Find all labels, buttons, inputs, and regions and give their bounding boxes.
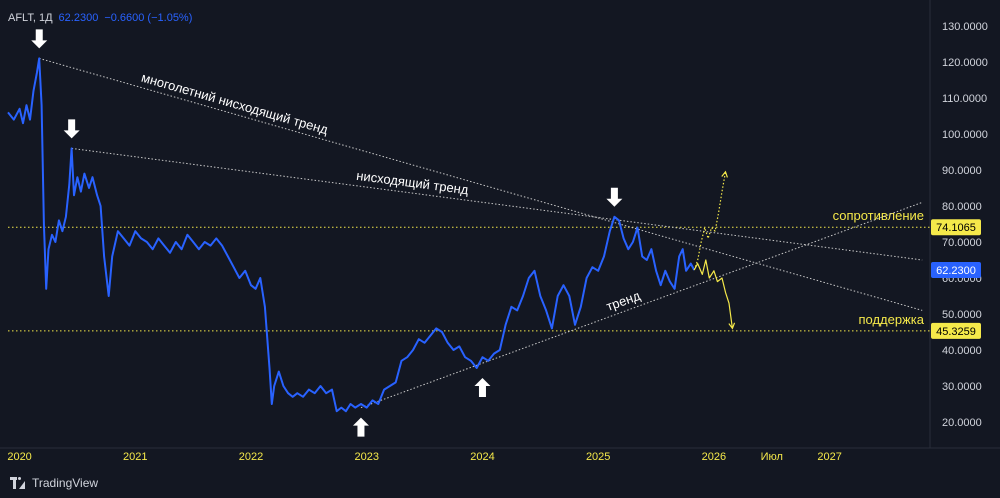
arrow-down-icon: [63, 119, 80, 139]
level-label: сопротивление: [833, 208, 924, 223]
arrow-up-icon: [352, 417, 369, 437]
y-tick-label: 40.0000: [942, 345, 982, 357]
level-label: поддержка: [858, 312, 924, 327]
trend-line: [71, 147, 923, 261]
y-tick-label: 90.0000: [942, 165, 982, 177]
arrow-down-icon: [606, 187, 623, 207]
trend-line-label: многолетний нисходящий тренд: [140, 70, 330, 138]
level-price-tag-text: 74.1065: [936, 222, 976, 234]
trend-line-label: тренд: [604, 288, 643, 314]
trend-line: [39, 57, 923, 311]
symbol-legend: AFLT, 1Д 62.2300 −0.6600 (−1.05%): [8, 12, 192, 24]
arrow-shape: [31, 29, 48, 49]
x-tick-label: 2024: [470, 451, 494, 463]
level-price-tag: [931, 322, 981, 339]
tradingview-branding[interactable]: TradingView: [10, 476, 98, 490]
x-tick-label: 2023: [354, 451, 378, 463]
y-tick-label: 80.0000: [942, 201, 982, 213]
symbol-label: AFLT, 1Д: [8, 12, 53, 24]
tradingview-brand-text: TradingView: [32, 476, 99, 490]
x-tick-label: 2026: [702, 451, 726, 463]
y-tick-label: 130.0000: [942, 21, 988, 33]
price-change-label: −0.6600 (−1.05%): [104, 12, 193, 24]
trend-line: [360, 201, 923, 409]
x-tick-label: 2025: [586, 451, 610, 463]
x-tick-label: 2021: [123, 451, 147, 463]
projection-arrowhead: [721, 170, 728, 178]
arrow-up-icon: [474, 378, 491, 397]
current-price-tag-text: 62.2300: [936, 265, 976, 277]
level-price-tag-text: 45.3259: [936, 326, 976, 338]
arrow-shape: [474, 378, 491, 397]
y-tick-label: 120.0000: [942, 57, 988, 69]
y-tick-label: 110.0000: [942, 93, 987, 105]
current-price-tag: [931, 261, 981, 278]
x-tick-label: 2020: [7, 451, 31, 463]
arrow-shape: [606, 187, 623, 207]
x-tick-label: 2022: [239, 451, 263, 463]
y-tick-label: 70.0000: [942, 237, 982, 249]
projection-down-line: [693, 259, 733, 329]
y-tick-label: 30.0000: [942, 381, 982, 393]
projection-arrowhead: [728, 322, 736, 330]
current-price-label: 62.2300: [58, 12, 99, 24]
arrow-down-icon: [31, 29, 48, 49]
y-tick-label: 100.0000: [942, 129, 988, 141]
projection-up-line: [693, 171, 727, 271]
price-line: [7, 57, 696, 413]
arrow-shape: [63, 119, 80, 139]
y-tick-label: 20.0000: [942, 417, 982, 429]
level-price-tag: [931, 219, 981, 236]
tradingview-logo-icon: [10, 477, 26, 489]
y-tick-label: 50.0000: [942, 309, 982, 321]
x-tick-label: 2027: [817, 451, 841, 463]
arrow-shape: [352, 417, 369, 437]
x-tick-label: Июл: [761, 451, 783, 463]
